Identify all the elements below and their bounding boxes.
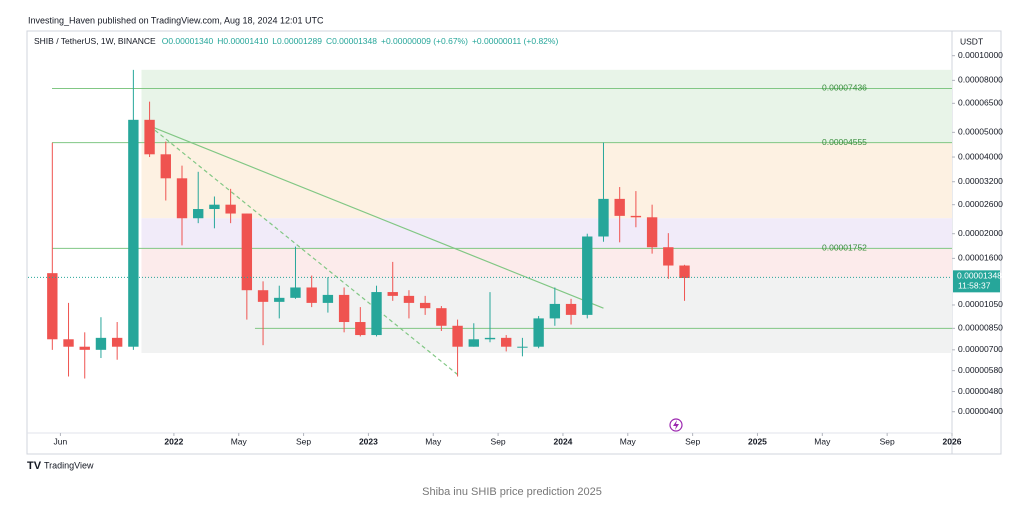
candle-body [355,322,366,336]
candle-body [176,178,188,219]
candle-body [387,292,398,296]
candle-body [160,154,171,179]
candle-body [452,325,463,347]
candle-body [533,318,544,347]
x-tick-label: May [425,436,442,446]
countdown: 11:58:37 [958,281,991,291]
low: L0.00001289 [272,36,322,46]
x-tick-label: Jun [54,436,68,446]
candle-body [565,303,577,315]
x-tick-label: 2024 [553,436,572,446]
candle-body [582,236,593,315]
candle-body [630,215,642,218]
candle-body [614,198,625,216]
candle-body [679,265,690,278]
last-price-box [953,270,1000,293]
y-tick-label: 0.00010000 [958,50,1003,60]
publisher: Investing_Haven published on TradingView… [28,15,324,25]
candle-body [79,346,90,350]
zone [141,277,952,354]
candle-body [322,294,334,303]
x-tick-label: May [231,436,248,446]
change-alt: +0.00000011 (+0.82%) [472,36,558,46]
candle-body [501,337,512,347]
x-tick-label: Sep [880,436,895,446]
zone [141,142,952,219]
candle-body [549,303,561,319]
x-tick-label: 2023 [359,436,378,446]
candle-body [419,302,431,309]
candle-body [209,204,220,210]
candle-body [128,119,139,347]
candle-body [111,337,123,347]
candle-body [663,247,674,266]
candle-body [63,339,74,347]
y-tick-label: 0.00005000 [958,127,1003,137]
x-tick-label: May [620,436,637,446]
y-tick-label: 0.00006500 [958,98,1003,108]
candle-body [225,204,236,214]
trendline [149,125,604,309]
open: O0.00001340 [162,36,214,46]
candle-body [241,213,253,291]
x-tick-label: 2025 [748,436,767,446]
y-tick-label: 0.00000850 [958,323,1003,333]
candle-body [646,217,658,248]
y-tick-label: 0.00002000 [958,228,1003,238]
high: H0.00001410 [217,36,268,46]
y-tick-label: 0.00000700 [958,344,1003,354]
x-tick-label: Sep [491,436,506,446]
last-price-label: 0.00001348 [957,271,1002,281]
candle-body [95,337,107,350]
zone [141,248,952,278]
y-tick-label: 0.00004000 [958,151,1003,161]
caption: Shiba inu SHIB price prediction 2025 [422,486,602,498]
candle-body [257,290,269,302]
candle-body [436,308,447,326]
y-tick-label: 0.00002600 [958,199,1003,209]
candle-body [274,297,285,302]
candle-body [403,295,415,303]
bolt-icon[interactable] [669,418,683,432]
level-label: 0.00007436 [822,83,867,93]
level-label: 0.00004555 [822,137,867,147]
y-tick-label: 0.00001600 [958,253,1003,263]
legend-line: SHIB / TetherUS, 1W, BINANCE O0.00001340 H… [34,36,558,46]
y-tick-label: 0.00000400 [958,406,1003,416]
trendline [149,125,458,375]
x-tick-label: 2022 [164,436,183,446]
symbol: SHIB / TetherUS, 1W, BINANCE [34,36,156,46]
candle-body [468,339,479,347]
x-tick-label: Sep [296,436,311,446]
y-tick-label: 0.00000480 [958,386,1003,396]
candle-body [193,209,204,219]
candle-body [306,287,317,303]
tv-logo: TV [27,460,42,472]
brand: TradingView [44,460,94,470]
y-tick-label: 0.00000580 [958,365,1003,375]
candle-body [517,346,528,348]
y-tick-label: 0.00008000 [958,75,1003,85]
zone [141,218,952,249]
y-tick-label: 0.00001050 [958,299,1003,309]
candle-body [371,292,382,336]
x-tick-label: Sep [685,436,700,446]
level-label: 0.00001752 [822,243,867,253]
x-tick-label: 2026 [943,436,962,446]
close: C0.00001348 [326,36,377,46]
candle-body [47,273,58,340]
change: +0.00000009 (+0.67%) [381,36,468,46]
candle-body [144,119,155,155]
plot [28,55,955,436]
zone [141,69,952,143]
candle-body [338,294,350,323]
candle-body [484,337,496,340]
candle-body [598,198,609,237]
candle-body [290,287,301,298]
currency: USDT [960,36,983,46]
y-tick-label: 0.00003200 [958,176,1003,186]
x-tick-label: May [814,436,831,446]
